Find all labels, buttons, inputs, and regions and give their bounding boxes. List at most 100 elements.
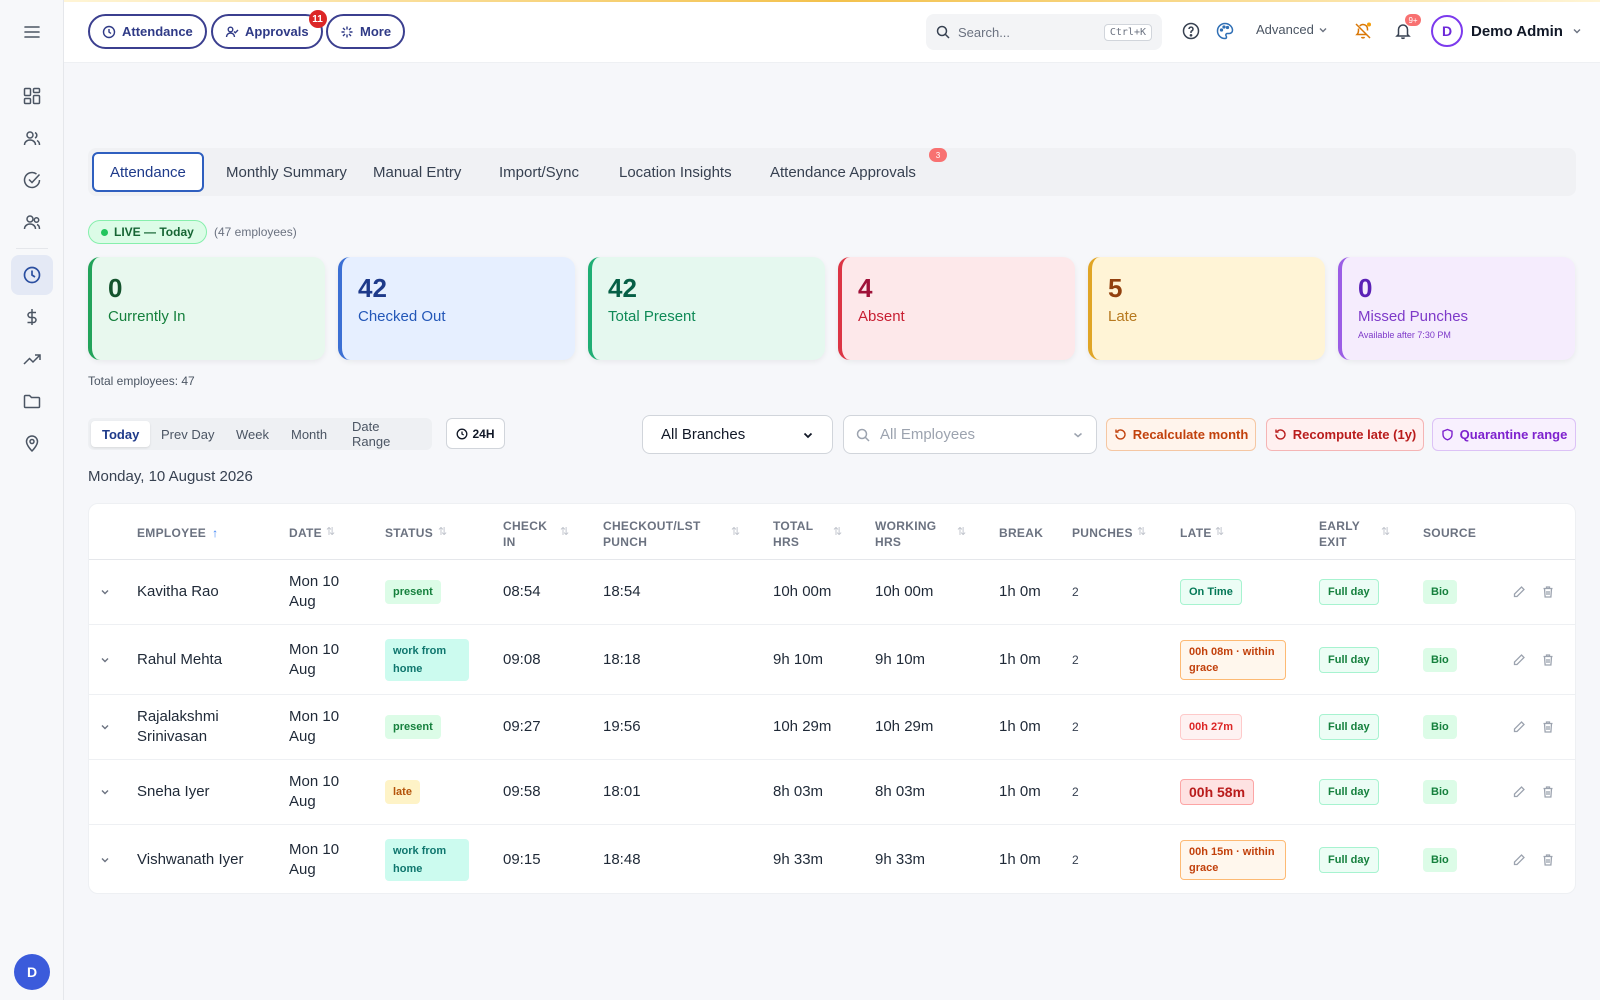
stat-card-late[interactable]: 5 Late	[1088, 257, 1325, 360]
sort-icon[interactable]: ⇅	[326, 526, 336, 538]
global-search-input[interactable]: Search... Ctrl+K	[926, 14, 1162, 50]
recalculate-month-button[interactable]: Recalculate month	[1106, 418, 1256, 451]
range-week[interactable]: Week	[236, 426, 269, 442]
sort-icon[interactable]: ⇅	[438, 526, 448, 538]
notifications-button[interactable]	[1394, 22, 1412, 40]
help-button[interactable]	[1182, 22, 1200, 40]
quick-attendance-button[interactable]: Attendance	[88, 14, 207, 49]
col-punches[interactable]: PUNCHES	[1072, 525, 1133, 541]
sort-icon[interactable]: ⇅	[1381, 526, 1391, 538]
theme-button[interactable]	[1216, 22, 1234, 40]
cell-employee[interactable]: Vishwanath Iyer	[137, 850, 244, 868]
stat-note: Available after 7:30 PM	[1358, 330, 1451, 340]
delete-row-button[interactable]	[1541, 695, 1555, 759]
chevron-down-icon	[101, 725, 109, 730]
edit-row-button[interactable]	[1512, 625, 1526, 694]
range-month[interactable]: Month	[291, 426, 328, 442]
col-date[interactable]: DATE	[289, 525, 322, 541]
tab-attendance[interactable]: Attendance	[92, 152, 204, 192]
sort-icon[interactable]: ⇅	[957, 526, 967, 538]
quick-more-button[interactable]: More	[326, 14, 406, 49]
stat-card-missed-punches[interactable]: 0 Missed Punches Available after 7:30 PM	[1338, 257, 1575, 360]
sidebar-item-attendance[interactable]	[11, 255, 53, 295]
col-late[interactable]: LATE	[1180, 525, 1212, 541]
stat-card-absent[interactable]: 4 Absent	[838, 257, 1075, 360]
delete-row-button[interactable]	[1541, 560, 1555, 624]
branch-select[interactable]: All Branches	[642, 415, 833, 454]
delete-row-button[interactable]	[1541, 760, 1555, 824]
expand-row-button[interactable]	[99, 695, 111, 759]
delete-row-button[interactable]	[1541, 825, 1555, 893]
sidebar-avatar[interactable]: D	[14, 954, 50, 990]
cell-employee[interactable]: Kavitha Rao	[137, 583, 219, 600]
quarantine-range-button[interactable]: Quarantine range	[1432, 418, 1576, 451]
edit-row-button[interactable]	[1512, 695, 1526, 759]
cell-employee[interactable]: Rajalakshmi Srinivasan	[137, 708, 219, 745]
stat-card-total-present[interactable]: 42 Total Present	[588, 257, 825, 360]
range-today[interactable]: Today	[91, 421, 151, 447]
cell-punches: 2	[1072, 785, 1079, 799]
sidebar-item-team[interactable]	[11, 202, 53, 242]
cell-employee[interactable]: Rahul Mehta	[137, 650, 223, 668]
range-prev-day[interactable]: Prev Day	[161, 426, 215, 442]
sidebar-item-dashboard[interactable]	[11, 76, 53, 116]
mute-notifications-button[interactable]	[1354, 22, 1372, 40]
menu-toggle-button[interactable]	[11, 12, 53, 52]
user-menu[interactable]: D Demo Admin	[1431, 15, 1583, 47]
sort-icon[interactable]: ⇅	[1137, 526, 1147, 538]
employee-select[interactable]: All Employees	[843, 415, 1097, 454]
sidebar-item-payroll[interactable]	[11, 297, 53, 337]
tab-monthly-summary[interactable]: Monthly Summary	[226, 163, 347, 181]
expand-row-button[interactable]	[99, 825, 111, 893]
recompute-late-button[interactable]: Recompute late (1y)	[1266, 418, 1424, 451]
col-date-label: DATE	[289, 526, 322, 540]
sidebar-item-tasks[interactable]	[11, 160, 53, 200]
stat-card-checked-out[interactable]: 42 Checked Out	[338, 257, 575, 360]
sidebar-item-employees[interactable]	[11, 118, 53, 158]
edit-row-button[interactable]	[1512, 760, 1526, 824]
sort-icon[interactable]: ⇅	[833, 526, 843, 538]
table-row[interactable]: Kavitha Rao Mon 10 Aug present 08:54 18:54 10…	[89, 560, 1575, 625]
sidebar: D	[0, 0, 64, 1000]
table-row[interactable]: Rahul Mehta Mon 10 Aug work from home 09:08…	[89, 625, 1575, 695]
expand-row-button[interactable]	[99, 760, 111, 824]
user-avatar: D	[1431, 15, 1463, 47]
sort-icon[interactable]: ⇅	[731, 526, 741, 538]
expand-row-button[interactable]	[99, 625, 111, 694]
clock-format-toggle[interactable]: 24H	[446, 418, 505, 449]
quick-approvals-button[interactable]: Approvals 11	[211, 10, 327, 49]
early-exit-badge: Full day	[1319, 646, 1379, 673]
tab-manual-entry[interactable]: Manual Entry	[373, 163, 462, 181]
tab-import-sync[interactable]: Import/Sync	[499, 163, 580, 181]
col-early-exit[interactable]: EARLY EXIT	[1319, 518, 1369, 550]
expand-row-button[interactable]	[99, 560, 111, 624]
sidebar-item-analytics[interactable]	[11, 339, 53, 379]
col-total-hrs[interactable]: TOTAL HRS	[773, 518, 827, 550]
table-row[interactable]: Vishwanath Iyer Mon 10 Aug work from home 0…	[89, 825, 1575, 893]
cell-late: On Time	[1180, 560, 1242, 624]
col-checkout[interactable]: CHECKOUT/LST PUNCH	[603, 518, 719, 550]
sparkle-icon	[341, 26, 353, 37]
edit-row-button[interactable]	[1512, 560, 1526, 624]
delete-row-button[interactable]	[1541, 625, 1555, 694]
sidebar-item-documents[interactable]	[11, 381, 53, 421]
stat-card-currently-in[interactable]: 0 Currently In	[88, 257, 325, 360]
col-employee[interactable]: EMPLOYEE ↑	[137, 525, 218, 541]
user-name: Demo Admin	[1471, 22, 1563, 40]
sort-icon[interactable]: ⇅	[1215, 526, 1225, 538]
col-status[interactable]: STATUS	[385, 525, 433, 541]
tab-location-insights[interactable]: Location Insights	[619, 163, 732, 181]
stat-label: Currently In	[108, 308, 186, 325]
cell-employee[interactable]: Sneha Iyer	[137, 783, 210, 800]
table-row[interactable]: Rajalakshmi Srinivasan Mon 10 Aug present 0…	[89, 695, 1575, 760]
quick-approvals-label: Approvals	[245, 24, 309, 39]
edit-row-button[interactable]	[1512, 825, 1526, 893]
range-date-range[interactable]: Date Range	[352, 419, 391, 449]
col-check-in[interactable]: CHECK IN	[503, 518, 557, 550]
mode-dropdown[interactable]: Advanced	[1256, 22, 1328, 37]
sort-icon[interactable]: ⇅	[560, 526, 570, 538]
col-working-hrs[interactable]: WORKING HRS	[875, 518, 945, 550]
tab-attendance-approvals[interactable]: Attendance Approvals	[770, 163, 916, 181]
table-row[interactable]: Sneha Iyer Mon 10 Aug late 09:58 18:01 8h 03m…	[89, 760, 1575, 825]
sidebar-item-locations[interactable]	[11, 423, 53, 463]
